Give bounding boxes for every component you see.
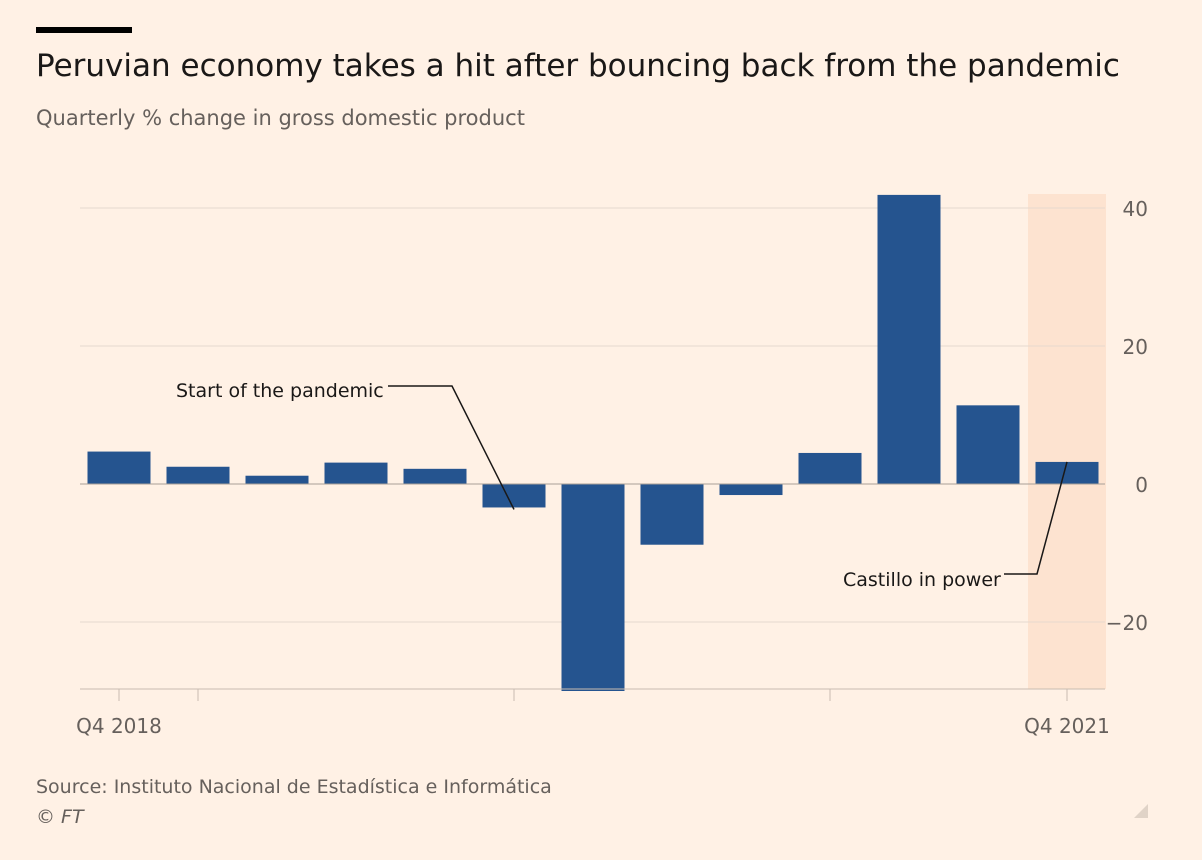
bar-q4-2019 — [403, 468, 467, 484]
x-tick-label: Q4 2018 — [76, 714, 162, 738]
annotation-castillo: Castillo in power — [843, 569, 1001, 591]
bar-q1-2021 — [798, 452, 862, 484]
annotation-castillo-leader — [1004, 461, 1068, 575]
brand-top-bar — [36, 27, 132, 33]
bar-q4-2020 — [719, 484, 783, 496]
annotation-pandemic: Start of the pandemic — [176, 380, 384, 402]
bar-q4-2018 — [87, 451, 151, 484]
bar-q2-2021 — [877, 194, 941, 484]
bar-q3-2020 — [640, 484, 704, 545]
resize-corner-icon — [1134, 804, 1148, 818]
highlight-band — [1028, 194, 1106, 689]
bar-q3-2021 — [956, 405, 1020, 484]
bar-chart: 40 20 0 −20 Q4 2018 Q4 2021 Start of the pande… — [76, 194, 1148, 738]
bar-q2-2019 — [245, 475, 309, 484]
bar-q2-2020 — [561, 484, 625, 691]
x-tick-label: Q4 2021 — [1024, 714, 1110, 738]
annotation-pandemic-leader — [388, 385, 515, 510]
bar-q1-2020 — [482, 484, 546, 508]
y-tick-label: 20 — [1123, 335, 1148, 359]
y-tick-label: 0 — [1135, 473, 1148, 497]
chart-subtitle: Quarterly % change in gross domestic pro… — [36, 106, 525, 130]
copyright-credit: © FT — [36, 806, 84, 828]
source-note: Source: Instituto Nacional de Estadístic… — [36, 776, 552, 798]
chart-title: Peruvian economy takes a hit after bounc… — [36, 48, 1120, 84]
bar-q3-2019 — [324, 462, 388, 484]
y-tick-label: 40 — [1123, 197, 1148, 221]
bar-q4-2021 — [1035, 461, 1099, 484]
y-tick-label: −20 — [1106, 611, 1148, 635]
bar-q1-2019 — [166, 466, 230, 484]
